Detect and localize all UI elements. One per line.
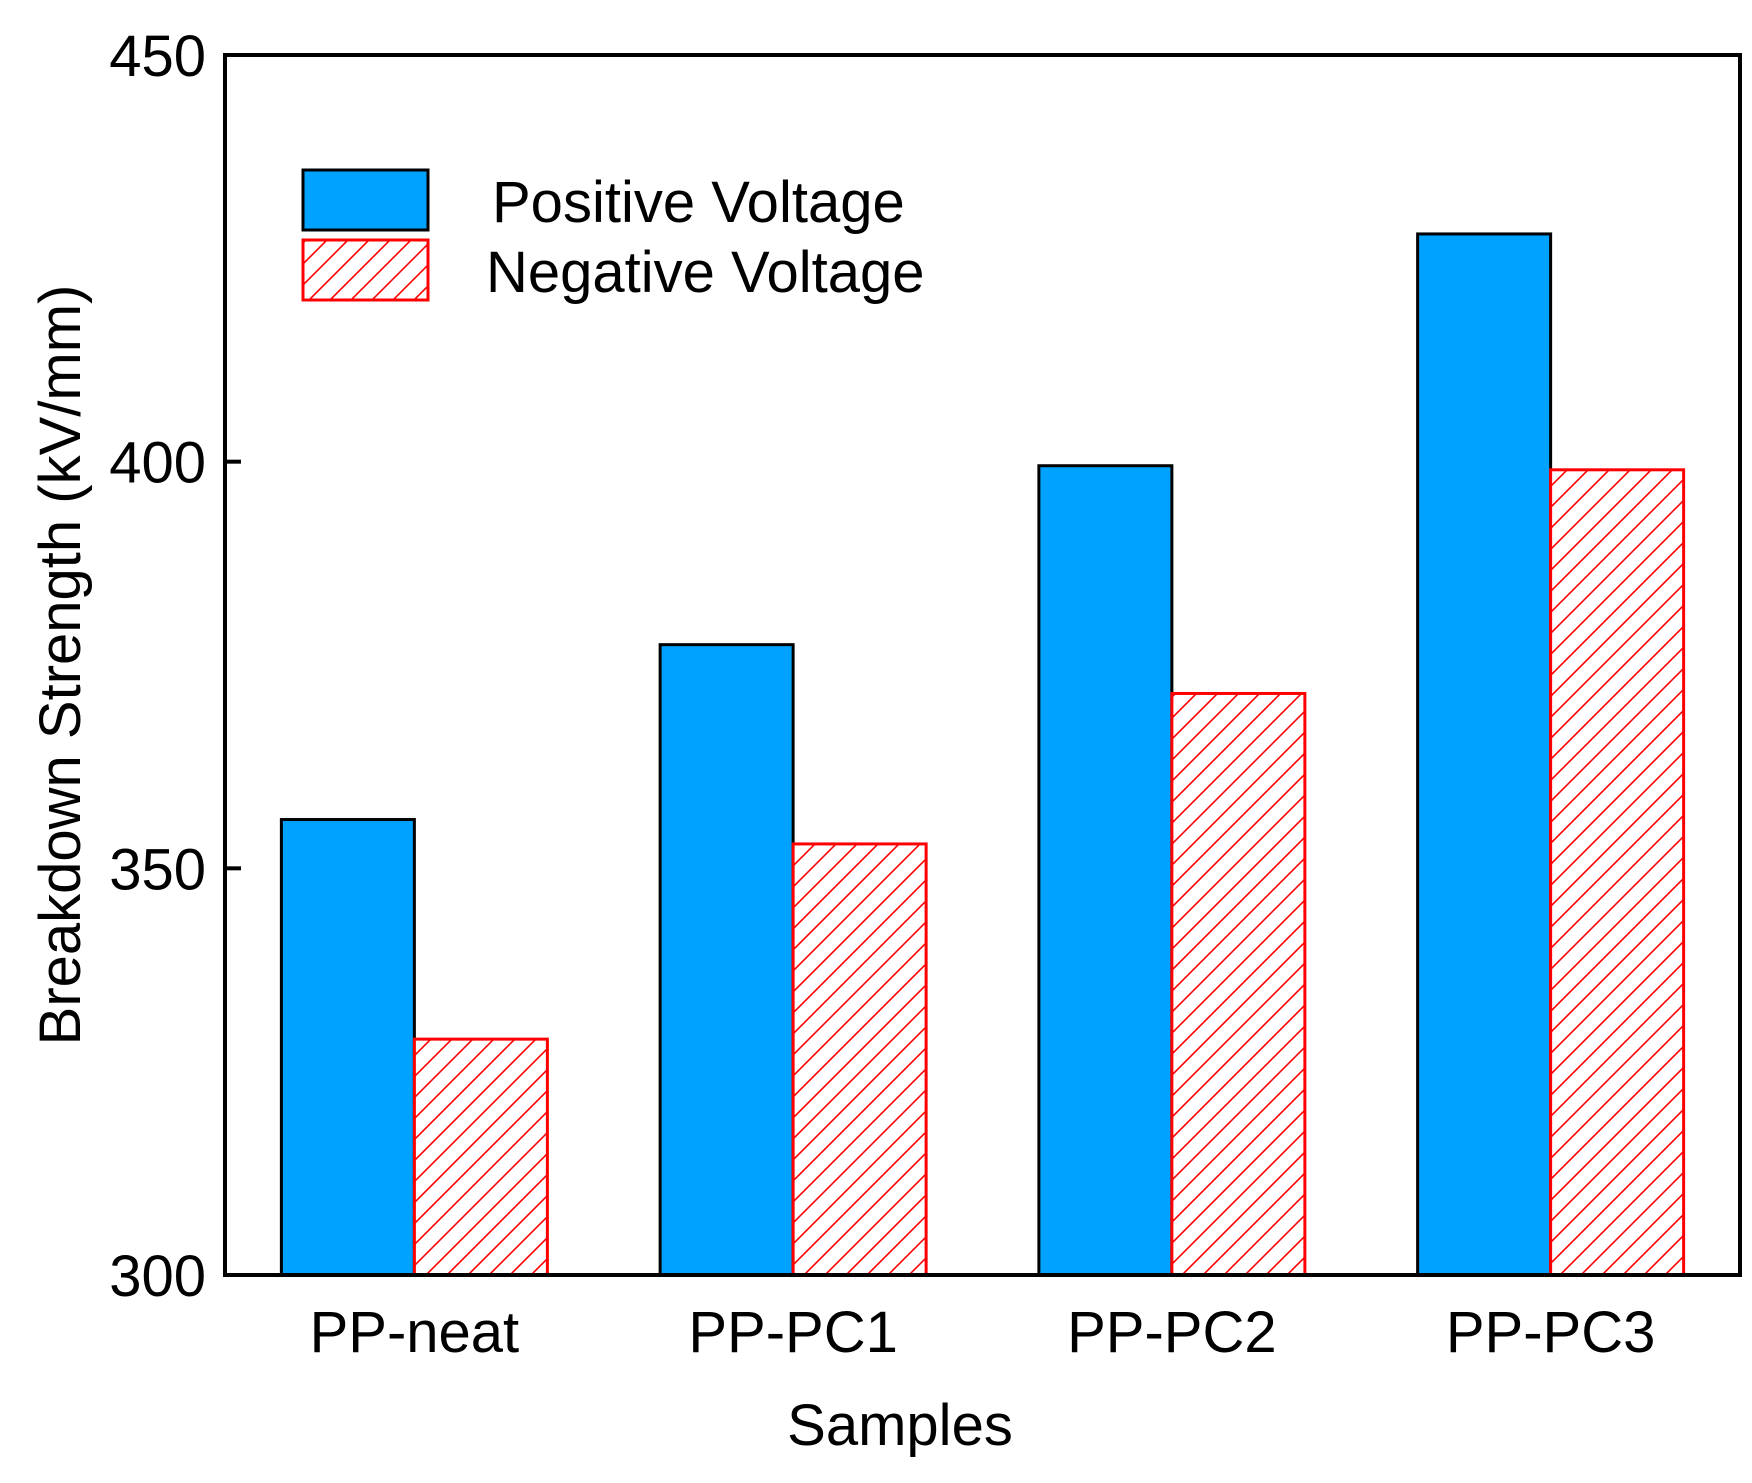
legend: Positive Voltage Negative Voltage xyxy=(301,168,925,305)
bar-negative-pp-pc2 xyxy=(1170,691,1307,1277)
y-axis-title: Breakdown Strength (kV/mm) xyxy=(28,285,93,1046)
bar-positive-pp-pc3 xyxy=(1416,232,1553,1277)
legend-label-positive: Positive Voltage xyxy=(492,170,905,235)
bar-positive-pp-pc1 xyxy=(658,643,795,1277)
bar-negative-pp-pc3 xyxy=(1549,468,1686,1277)
x-tick-label: PP-PC2 xyxy=(1067,1300,1277,1365)
x-axis: PP-neat PP-PC1 PP-PC2 PP-PC3 xyxy=(310,1300,1656,1365)
y-tick-label: 300 xyxy=(109,1244,206,1309)
legend-swatch-negative xyxy=(301,238,430,302)
x-tick-label: PP-neat xyxy=(310,1300,520,1365)
legend-swatch-positive xyxy=(301,168,430,232)
bars-group xyxy=(279,232,1686,1277)
plot-frame xyxy=(223,53,1742,1277)
y-tick-label: 350 xyxy=(109,837,206,902)
y-axis: 300 350 400 450 xyxy=(109,24,241,1309)
x-tick-label: PP-PC3 xyxy=(1446,1300,1656,1365)
x-axis-title: Samples xyxy=(787,1393,1013,1458)
bar-negative-pp-pc1 xyxy=(791,842,928,1277)
bar-positive-pp-neat xyxy=(279,818,416,1277)
bar-negative-pp-neat xyxy=(412,1037,549,1277)
x-tick-label: PP-PC1 xyxy=(688,1300,898,1365)
bar-positive-pp-pc2 xyxy=(1037,464,1174,1277)
y-tick-label: 450 xyxy=(109,24,206,89)
y-tick-label: 400 xyxy=(109,431,206,496)
legend-label-negative: Negative Voltage xyxy=(486,240,925,305)
